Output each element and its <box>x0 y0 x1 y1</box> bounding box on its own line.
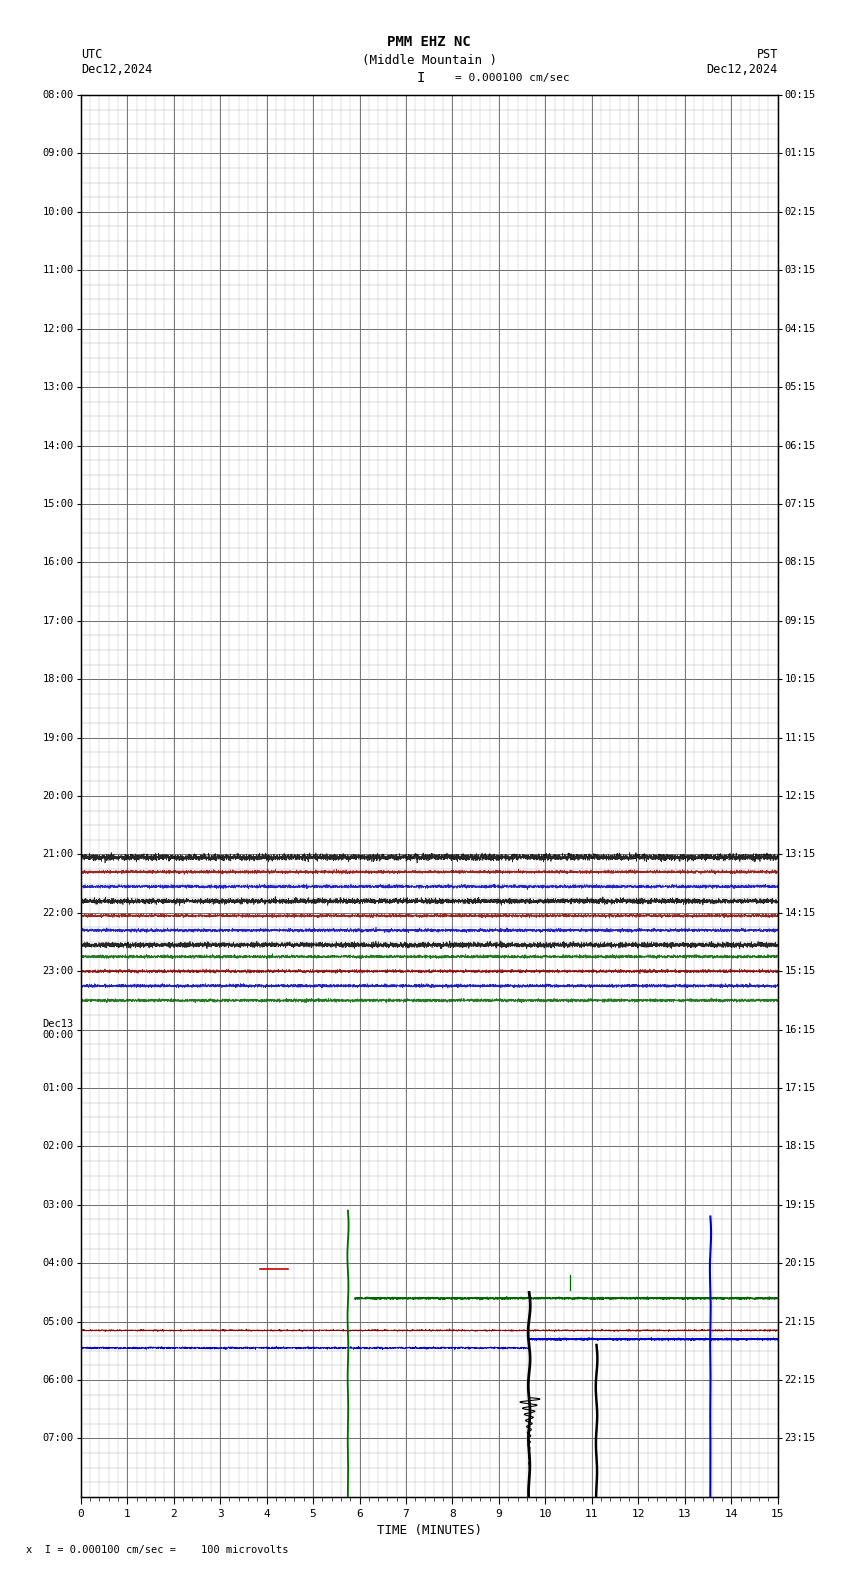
Text: = 0.000100 cm/sec: = 0.000100 cm/sec <box>455 73 570 82</box>
Text: PMM EHZ NC: PMM EHZ NC <box>388 35 471 49</box>
Text: UTC: UTC <box>81 48 102 60</box>
Text: Dec12,2024: Dec12,2024 <box>81 63 152 76</box>
X-axis label: TIME (MINUTES): TIME (MINUTES) <box>377 1524 482 1536</box>
Text: Dec12,2024: Dec12,2024 <box>706 63 778 76</box>
Text: I: I <box>416 71 425 86</box>
Text: PST: PST <box>756 48 778 60</box>
Text: x  I = 0.000100 cm/sec =    100 microvolts: x I = 0.000100 cm/sec = 100 microvolts <box>26 1546 288 1555</box>
Text: (Middle Mountain ): (Middle Mountain ) <box>362 54 496 67</box>
